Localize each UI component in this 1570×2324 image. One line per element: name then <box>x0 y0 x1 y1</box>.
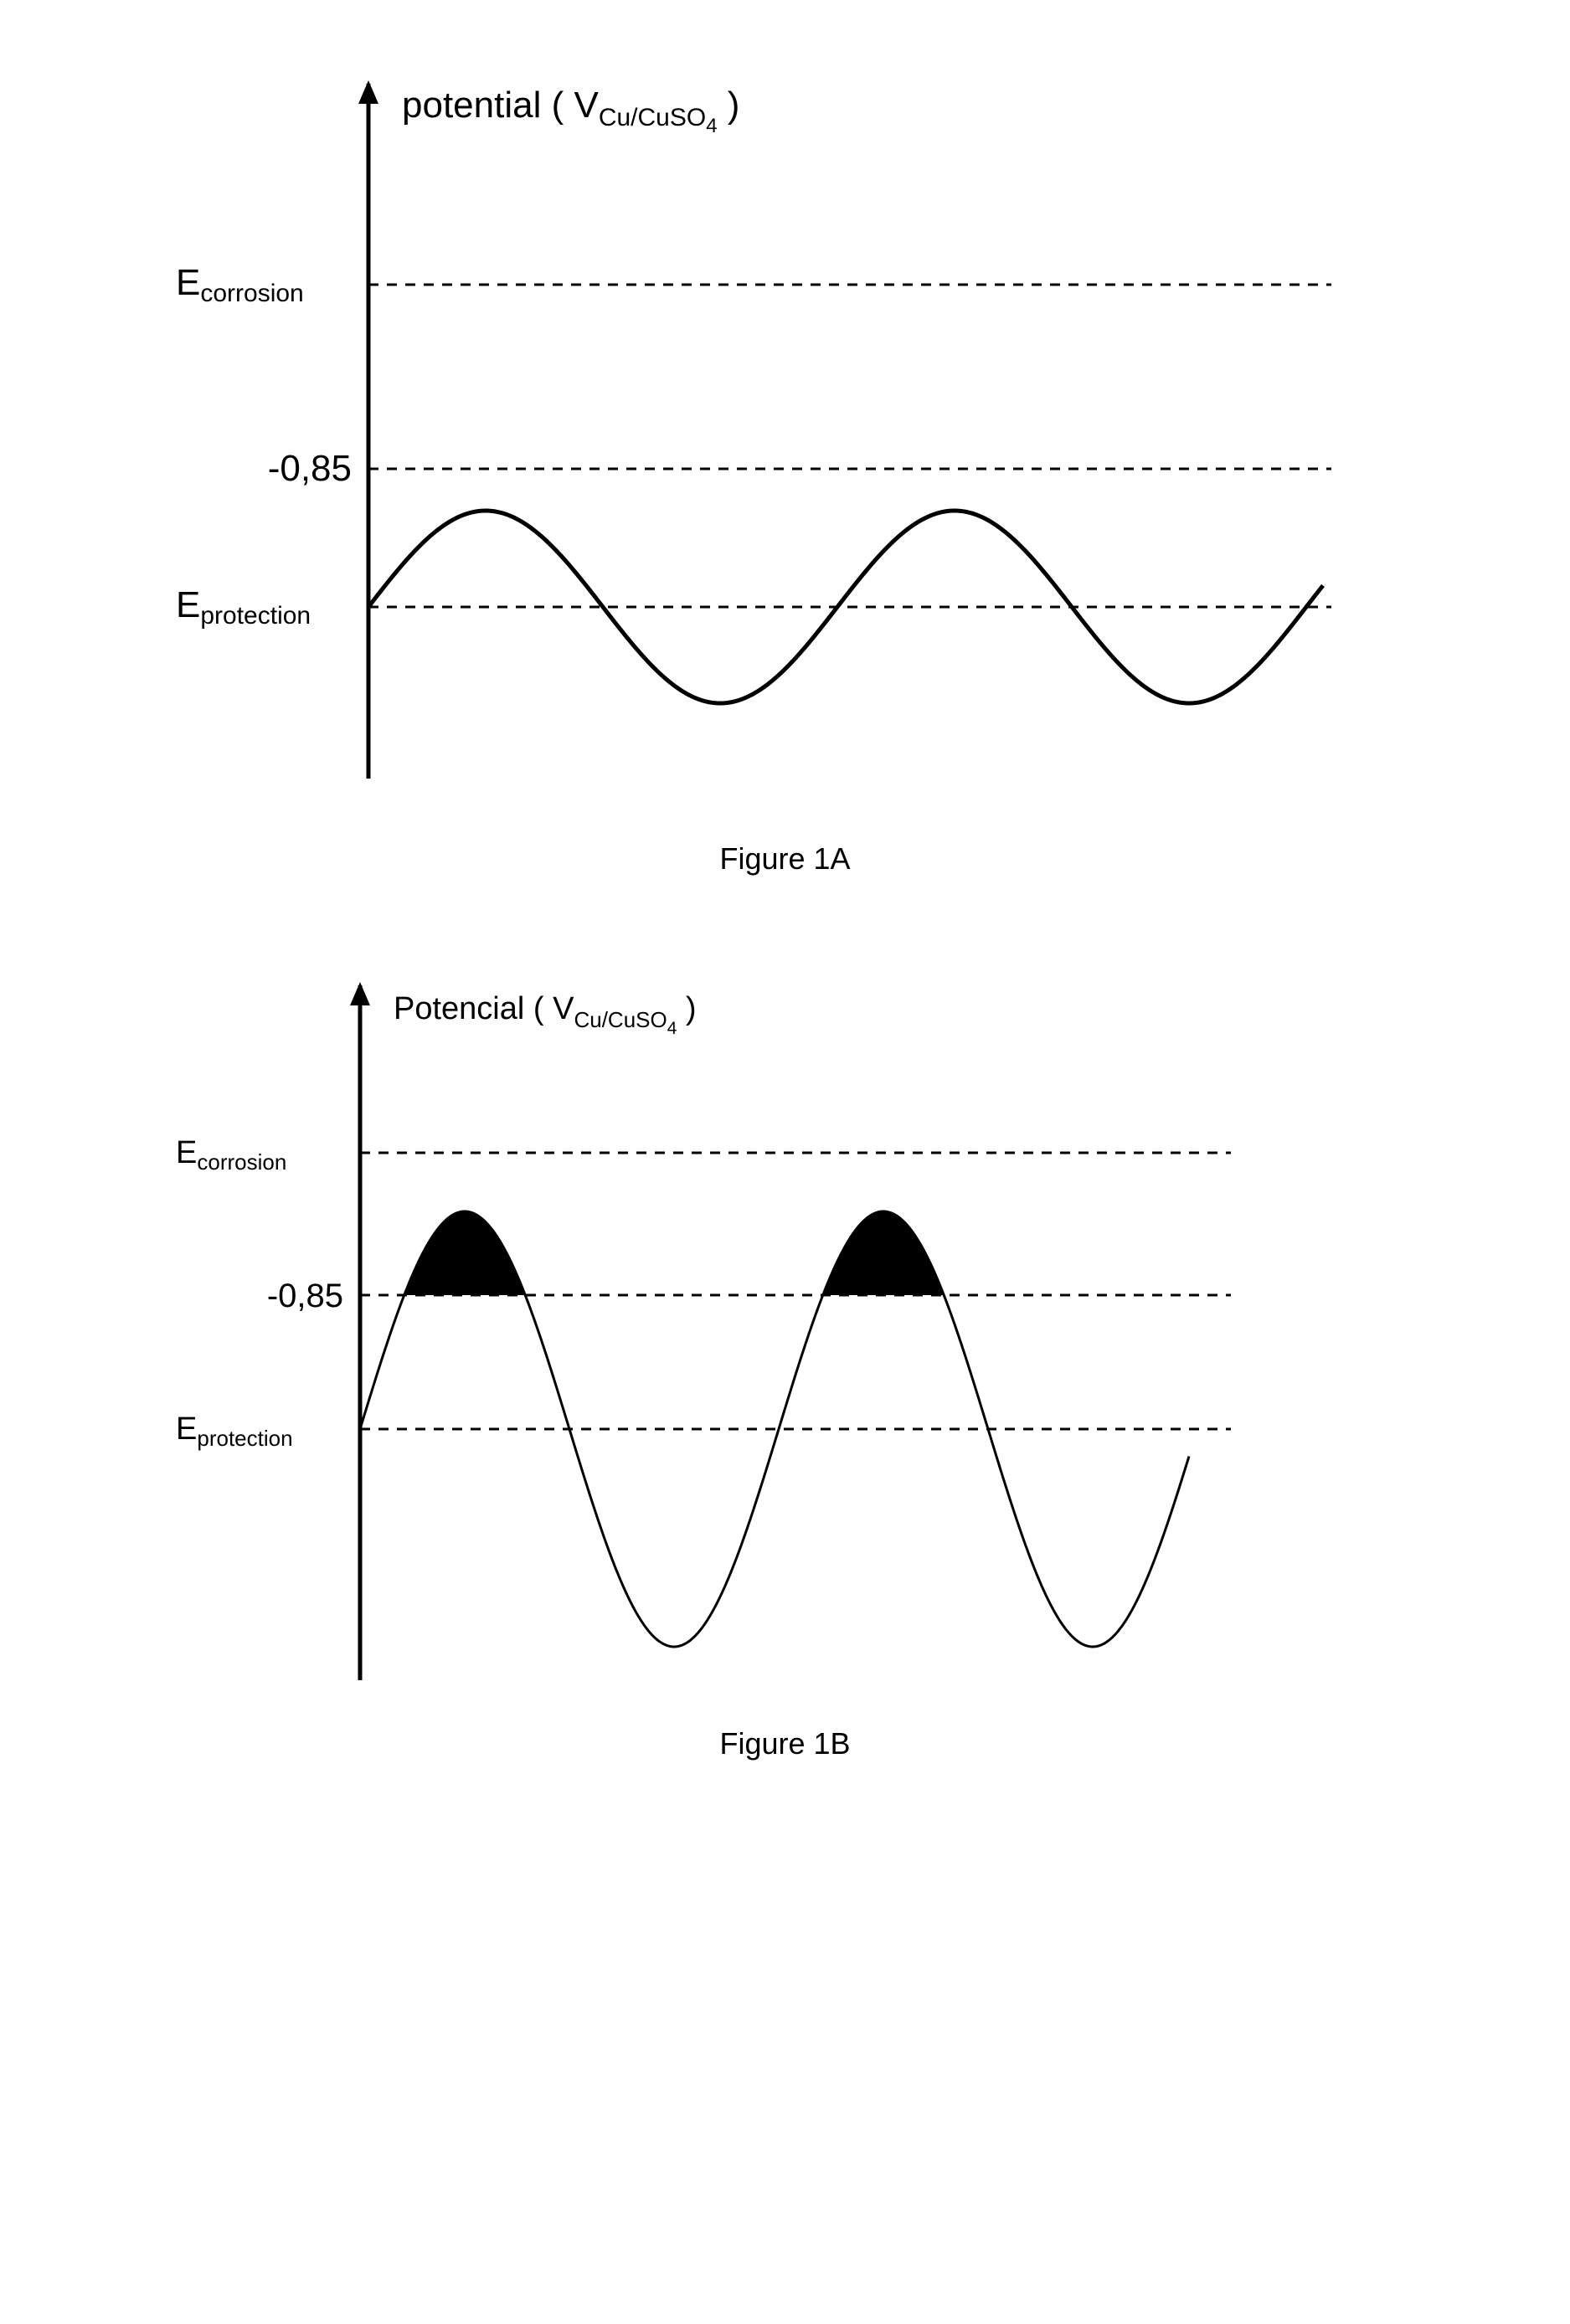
svg-text:-0,85: -0,85 <box>268 448 352 489</box>
chart-1a: potential ( VCu/CuSO4 ) Ecorrosion -0,85 Ep… <box>167 50 1403 808</box>
chart-1a-svg: potential ( VCu/CuSO4 ) Ecorrosion -0,85 Ep… <box>167 50 1340 804</box>
svg-text:potential ( VCu/CuSO4 ): potential ( VCu/CuSO4 ) <box>402 85 739 137</box>
svg-text:Ecorrosion: Ecorrosion <box>176 1135 286 1175</box>
figure-1a: potential ( VCu/CuSO4 ) Ecorrosion -0,85 Ep… <box>167 50 1403 877</box>
figure-1b: Potencial ( VCu/CuSO4 ) Ecorrosion -0,85 Ep… <box>167 960 1403 1761</box>
svg-text:Potencial ( VCu/CuSO4 ): Potencial ( VCu/CuSO4 ) <box>394 991 697 1038</box>
chart-1b: Potencial ( VCu/CuSO4 ) Ecorrosion -0,85 Ep… <box>167 960 1403 1693</box>
chart-1b-svg: Potencial ( VCu/CuSO4 ) Ecorrosion -0,85 Ep… <box>167 960 1239 1689</box>
svg-text:Eprotection: Eprotection <box>176 584 311 630</box>
caption-1b: Figure 1B <box>167 1726 1403 1761</box>
svg-text:-0,85: -0,85 <box>267 1278 343 1314</box>
caption-1a: Figure 1A <box>167 841 1403 877</box>
svg-text:Eprotection: Eprotection <box>176 1411 293 1451</box>
svg-text:Ecorrosion: Ecorrosion <box>176 262 304 307</box>
